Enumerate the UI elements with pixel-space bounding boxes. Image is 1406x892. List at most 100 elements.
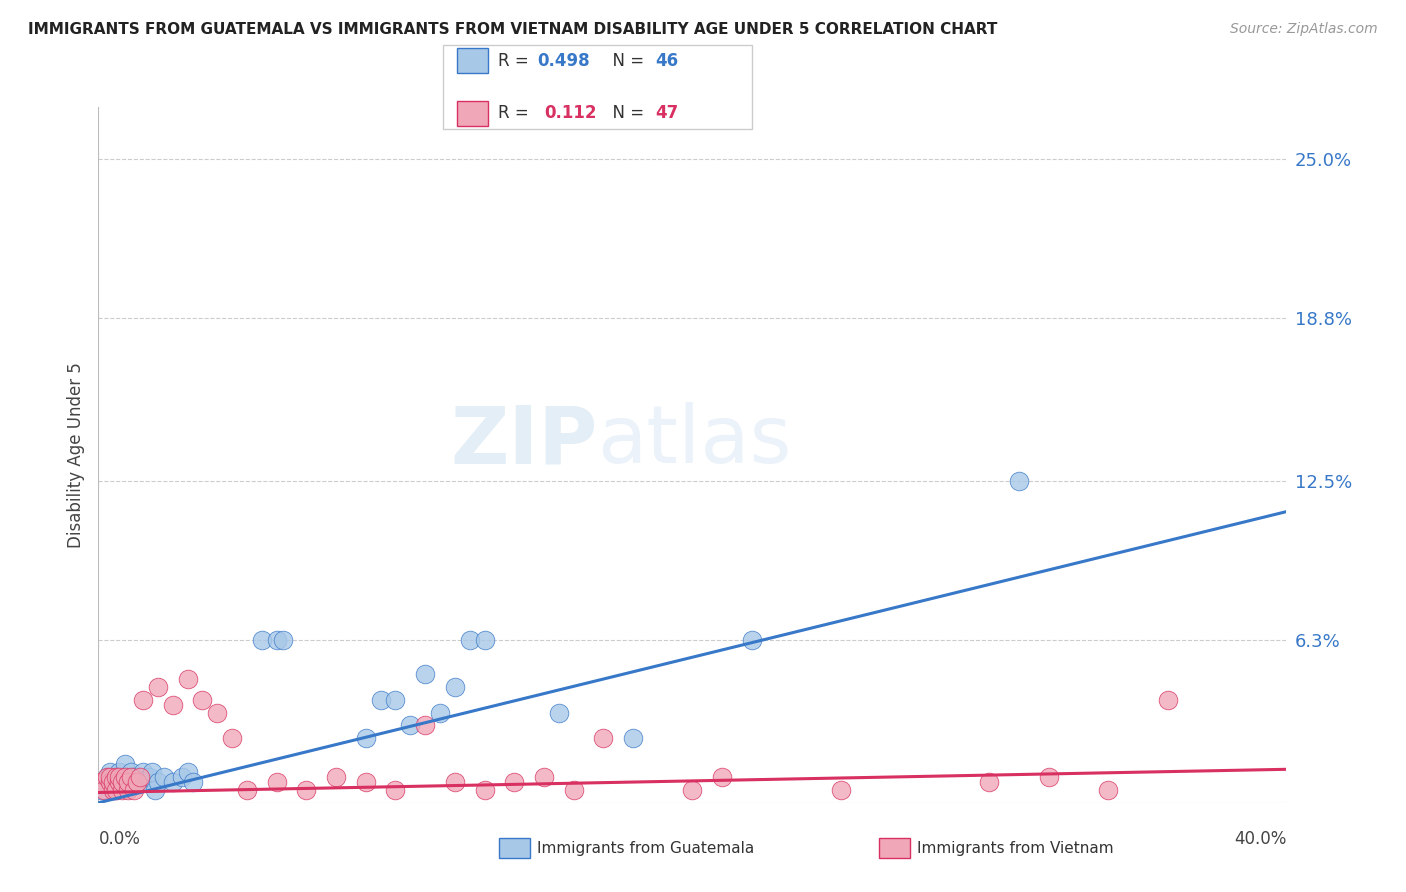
Point (592, 731, 614, 746)
Point (105, 770, 128, 784)
Point (474, 783, 496, 797)
Point (191, 692, 214, 706)
Point (93, 775, 115, 789)
Point (162, 775, 184, 789)
Point (96, 770, 118, 784)
Point (98, 764, 121, 779)
Point (562, 783, 585, 797)
Point (120, 770, 142, 784)
Point (250, 633, 273, 648)
Point (384, 783, 406, 797)
Point (111, 770, 134, 784)
Text: 46: 46 (655, 52, 678, 70)
Point (170, 770, 193, 784)
Point (105, 783, 128, 797)
Point (271, 633, 294, 648)
Point (1156, 692, 1178, 706)
Point (111, 783, 134, 797)
Point (1038, 770, 1060, 784)
Point (429, 706, 451, 720)
Point (1008, 474, 1031, 488)
Text: 47: 47 (655, 104, 679, 122)
Point (474, 633, 496, 648)
Point (295, 783, 318, 797)
Point (741, 633, 763, 648)
Point (830, 783, 852, 797)
Text: 0.498: 0.498 (537, 52, 589, 70)
Point (117, 770, 139, 784)
Point (103, 783, 125, 797)
Point (98, 770, 121, 784)
Point (183, 775, 205, 789)
Point (141, 764, 163, 779)
Point (370, 692, 392, 706)
Point (547, 706, 569, 720)
Text: 40.0%: 40.0% (1234, 830, 1286, 847)
Point (503, 775, 526, 789)
Point (117, 775, 139, 789)
Point (325, 770, 347, 784)
Point (221, 731, 243, 746)
Point (443, 775, 465, 789)
Point (533, 770, 555, 784)
Point (132, 764, 155, 779)
Point (132, 692, 155, 706)
Point (138, 770, 160, 784)
Text: atlas: atlas (598, 402, 792, 480)
Point (682, 783, 704, 797)
Text: 0.0%: 0.0% (98, 830, 141, 847)
Point (152, 770, 174, 784)
Point (103, 783, 125, 797)
Point (621, 731, 644, 746)
Point (108, 764, 131, 779)
Point (266, 633, 288, 648)
Point (135, 775, 157, 789)
Point (105, 783, 128, 797)
Text: ZIP: ZIP (450, 402, 598, 480)
Point (979, 775, 1001, 789)
Point (146, 775, 169, 789)
Text: N =: N = (602, 52, 650, 70)
Point (111, 775, 134, 789)
Point (111, 775, 134, 789)
Point (266, 775, 288, 789)
Point (354, 775, 377, 789)
Point (143, 783, 166, 797)
Point (98, 775, 121, 789)
Text: Immigrants from Guatemala: Immigrants from Guatemala (537, 841, 755, 855)
Point (176, 672, 198, 686)
Point (1097, 783, 1119, 797)
Text: Source: ZipAtlas.com: Source: ZipAtlas.com (1230, 22, 1378, 37)
Point (105, 775, 128, 789)
Text: IMMIGRANTS FROM GUATEMALA VS IMMIGRANTS FROM VIETNAM DISABILITY AGE UNDER 5 CORR: IMMIGRANTS FROM GUATEMALA VS IMMIGRANTS … (28, 22, 997, 37)
Text: 0.112: 0.112 (544, 104, 596, 122)
Point (103, 770, 125, 784)
Point (354, 731, 377, 746)
Text: R =: R = (498, 52, 534, 70)
Text: Immigrants from Vietnam: Immigrants from Vietnam (917, 841, 1114, 855)
Point (98, 775, 121, 789)
Point (458, 633, 481, 648)
Point (236, 783, 259, 797)
Point (120, 764, 142, 779)
Text: N =: N = (602, 104, 650, 122)
Point (129, 770, 152, 784)
Point (117, 783, 139, 797)
Point (117, 775, 139, 789)
Point (207, 706, 229, 720)
Point (399, 718, 422, 732)
Point (90, 783, 112, 797)
Point (122, 783, 145, 797)
Point (103, 775, 125, 789)
Point (114, 757, 136, 772)
Point (384, 692, 406, 706)
Point (146, 680, 169, 694)
Point (96, 770, 118, 784)
Point (93, 783, 115, 797)
Point (443, 680, 465, 694)
Y-axis label: Disability Age Under 5: Disability Age Under 5 (66, 362, 84, 548)
Point (108, 775, 131, 789)
Point (162, 698, 184, 712)
Point (413, 718, 436, 732)
Point (108, 770, 131, 784)
